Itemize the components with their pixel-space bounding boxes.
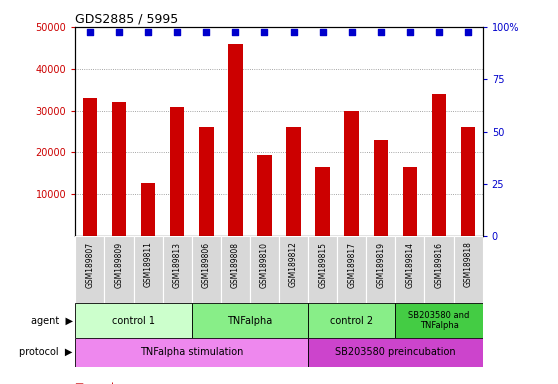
Bar <box>279 236 308 303</box>
Text: GSM189818: GSM189818 <box>464 242 473 287</box>
Text: TNFalpha stimulation: TNFalpha stimulation <box>140 347 243 358</box>
Text: protocol  ▶: protocol ▶ <box>19 347 73 358</box>
Text: GSM189811: GSM189811 <box>143 242 152 287</box>
Point <box>114 29 123 35</box>
Bar <box>315 167 330 236</box>
Point <box>289 29 298 35</box>
Bar <box>396 303 483 338</box>
Point <box>231 29 240 35</box>
Text: GSM189810: GSM189810 <box>260 242 269 288</box>
Bar <box>141 182 155 236</box>
Text: control 1: control 1 <box>112 316 155 326</box>
Bar <box>162 236 192 303</box>
Bar <box>221 236 250 303</box>
Bar <box>432 94 446 236</box>
Bar <box>112 102 126 236</box>
Bar <box>425 236 454 303</box>
Bar <box>396 236 425 303</box>
Text: GSM189808: GSM189808 <box>231 242 240 288</box>
Text: GDS2885 / 5995: GDS2885 / 5995 <box>75 13 179 26</box>
Bar <box>192 303 308 338</box>
Text: TNFalpha: TNFalpha <box>227 316 272 326</box>
Bar <box>337 236 366 303</box>
Text: GSM189809: GSM189809 <box>114 242 123 288</box>
Point <box>85 29 94 35</box>
Text: GSM189807: GSM189807 <box>85 242 94 288</box>
Text: GSM189812: GSM189812 <box>289 242 298 287</box>
Bar <box>83 98 97 236</box>
Point <box>464 29 473 35</box>
Text: GSM189806: GSM189806 <box>202 242 211 288</box>
Text: GSM189815: GSM189815 <box>318 242 327 288</box>
Text: GSM189819: GSM189819 <box>376 242 386 288</box>
Text: GSM189816: GSM189816 <box>435 242 444 288</box>
Point <box>435 29 444 35</box>
Bar <box>461 127 475 236</box>
Bar <box>366 236 396 303</box>
Bar <box>308 338 483 367</box>
Bar <box>75 338 308 367</box>
Text: SB203580 preincubation: SB203580 preincubation <box>335 347 456 358</box>
Bar <box>170 107 185 236</box>
Bar <box>133 236 162 303</box>
Bar <box>250 236 279 303</box>
Bar <box>75 303 192 338</box>
Text: control 2: control 2 <box>330 316 373 326</box>
Bar <box>344 111 359 236</box>
Bar <box>373 140 388 236</box>
Text: GSM189814: GSM189814 <box>406 242 415 288</box>
Bar <box>228 44 243 236</box>
Point <box>377 29 386 35</box>
Bar <box>192 236 221 303</box>
Point <box>318 29 327 35</box>
Text: GSM189813: GSM189813 <box>172 242 182 288</box>
Point <box>347 29 356 35</box>
Bar <box>257 154 272 236</box>
Bar <box>75 236 104 303</box>
Bar <box>286 127 301 236</box>
Point <box>406 29 415 35</box>
Bar <box>308 303 396 338</box>
Bar <box>104 236 133 303</box>
Text: agent  ▶: agent ▶ <box>31 316 73 326</box>
Bar <box>403 167 417 236</box>
Bar <box>199 127 214 236</box>
Bar <box>454 236 483 303</box>
Point <box>173 29 182 35</box>
Text: SB203580 and
TNFalpha: SB203580 and TNFalpha <box>408 311 470 330</box>
Point <box>260 29 269 35</box>
Point <box>202 29 211 35</box>
Point <box>143 29 152 35</box>
Text: GSM189817: GSM189817 <box>347 242 356 288</box>
Text: ■ count: ■ count <box>75 382 116 384</box>
Bar <box>308 236 337 303</box>
